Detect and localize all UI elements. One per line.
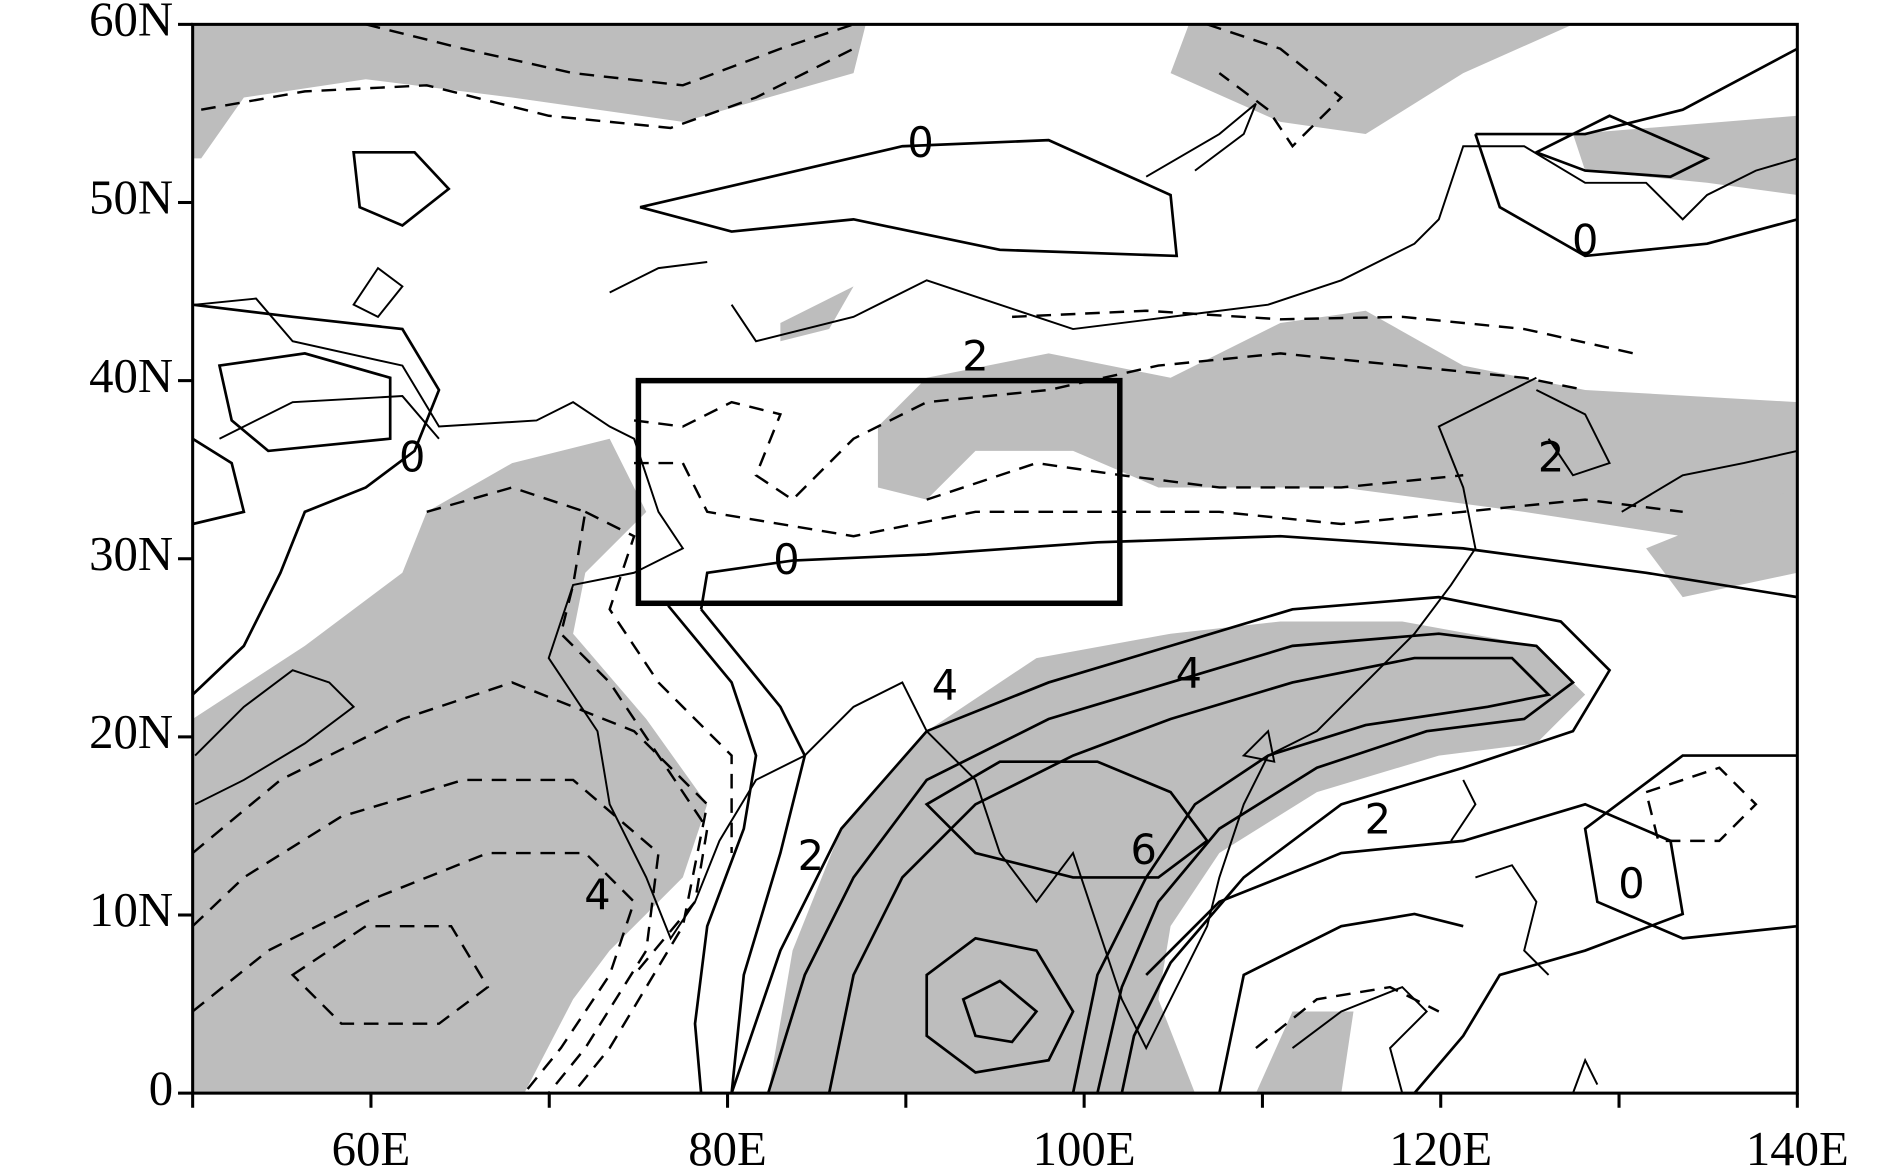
contour-label: 2 [962, 333, 988, 381]
contour-label: 2 [798, 832, 824, 880]
contour-label: 4 [1176, 649, 1202, 697]
contour-label: 2 [1538, 434, 1564, 482]
map-content: 0 0 2 0 2 0 4 4 2 2 6 0 4 [192, 24, 1798, 1094]
contour-label: 4 [584, 871, 610, 919]
contour-label: 0 [773, 536, 799, 584]
x-tick-label: 140E [1746, 1122, 1849, 1176]
contours [192, 24, 1798, 1094]
shaded-regions [192, 24, 1798, 1094]
y-tick-label: 60N [89, 0, 173, 47]
contour-label: 0 [399, 434, 425, 482]
x-tick-label: 80E [688, 1122, 767, 1176]
y-tick-label: 20N [89, 705, 173, 759]
x-tick-label: 100E [1033, 1122, 1136, 1176]
contour-label: 2 [1365, 796, 1391, 844]
y-tick-label: 10N [89, 883, 173, 937]
contour-label: 0 [1572, 217, 1598, 265]
contour-label: 6 [1131, 826, 1157, 874]
y-tick-label: 50N [89, 171, 173, 225]
y-tick-label: 0 [149, 1061, 173, 1115]
contour-labels: 0 0 2 0 2 0 4 4 2 2 6 0 4 [399, 119, 1645, 919]
x-tick-label: 60E [332, 1122, 411, 1176]
y-tick-label: 30N [89, 527, 173, 581]
contour-label: 0 [1618, 860, 1644, 908]
contour-label: 0 [907, 119, 933, 167]
x-tick-label: 120E [1389, 1122, 1492, 1176]
y-tick-label: 40N [89, 349, 173, 403]
contour-label: 4 [932, 662, 958, 710]
region-box [635, 377, 1123, 607]
